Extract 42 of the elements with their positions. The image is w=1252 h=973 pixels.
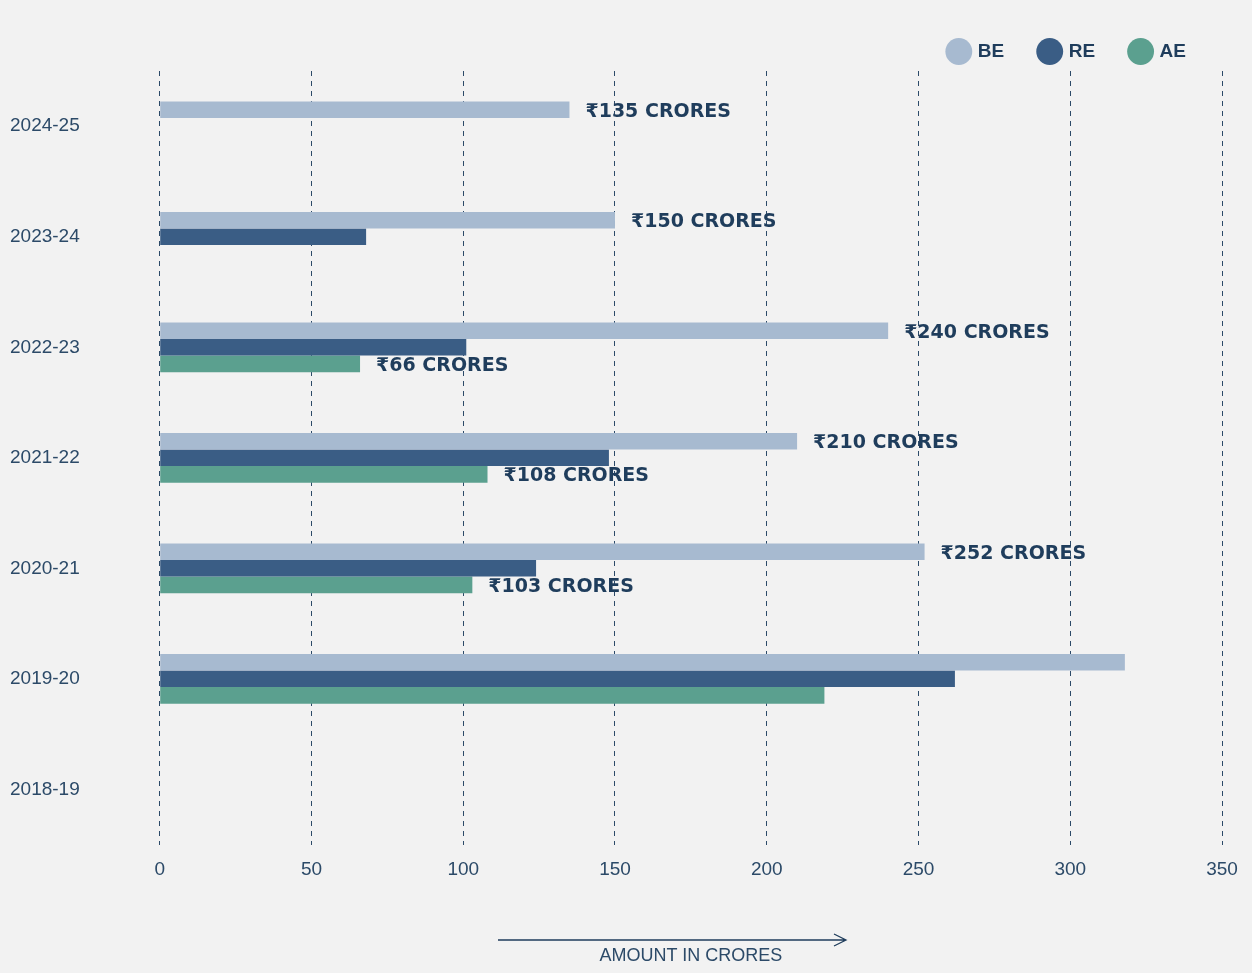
legend-label: RE	[1068, 39, 1096, 61]
data-label: ₹66 CRORES	[376, 352, 509, 375]
data-label: ₹240 CRORES	[904, 319, 1050, 342]
bar	[160, 466, 488, 483]
data-label: ₹252 CRORES	[940, 540, 1087, 563]
bar	[160, 211, 615, 229]
bar	[160, 653, 1125, 671]
data-label: ₹150 CRORES	[630, 209, 777, 232]
x-tick-label: 150	[599, 858, 631, 880]
bar	[160, 101, 570, 118]
data-label: ₹135 CRORES	[585, 98, 731, 121]
x-tick-label: 0	[154, 858, 166, 880]
bar	[160, 322, 889, 339]
y-tick-label: 2023-24	[10, 225, 81, 247]
y-tick-label: 2024-25	[10, 114, 80, 136]
x-tick-label: 200	[750, 858, 783, 880]
x-tick-label: 250	[902, 858, 935, 880]
legend-label: BE	[977, 39, 1005, 61]
x-tick-label: 100	[447, 858, 480, 880]
y-tick-label: 2022-23	[10, 335, 80, 357]
data-label: ₹108 CRORES	[503, 463, 650, 486]
y-tick-label: 2019-20	[10, 667, 80, 689]
data-label: ₹103 CRORES	[488, 573, 634, 596]
x-tick-label: 350	[1206, 858, 1238, 880]
bar	[160, 670, 955, 688]
bar	[160, 449, 609, 467]
data-label: ₹210 CRORES	[813, 430, 959, 453]
y-tick-label: 2020-21	[10, 556, 80, 578]
x-axis-title: AMOUNT IN CRORES	[599, 945, 783, 966]
bar	[160, 576, 473, 594]
bar	[160, 432, 798, 450]
bar	[160, 560, 537, 577]
x-tick-label: 300	[1054, 858, 1087, 880]
bar	[160, 355, 361, 373]
bar	[160, 687, 825, 704]
legend-label: AE	[1159, 39, 1187, 61]
y-tick-label: 2018-19	[10, 777, 80, 799]
bar	[160, 339, 467, 356]
y-tick-label: 2021-22	[10, 446, 80, 468]
bar	[160, 543, 925, 561]
bar	[160, 228, 367, 246]
x-tick-label: 50	[300, 858, 323, 880]
